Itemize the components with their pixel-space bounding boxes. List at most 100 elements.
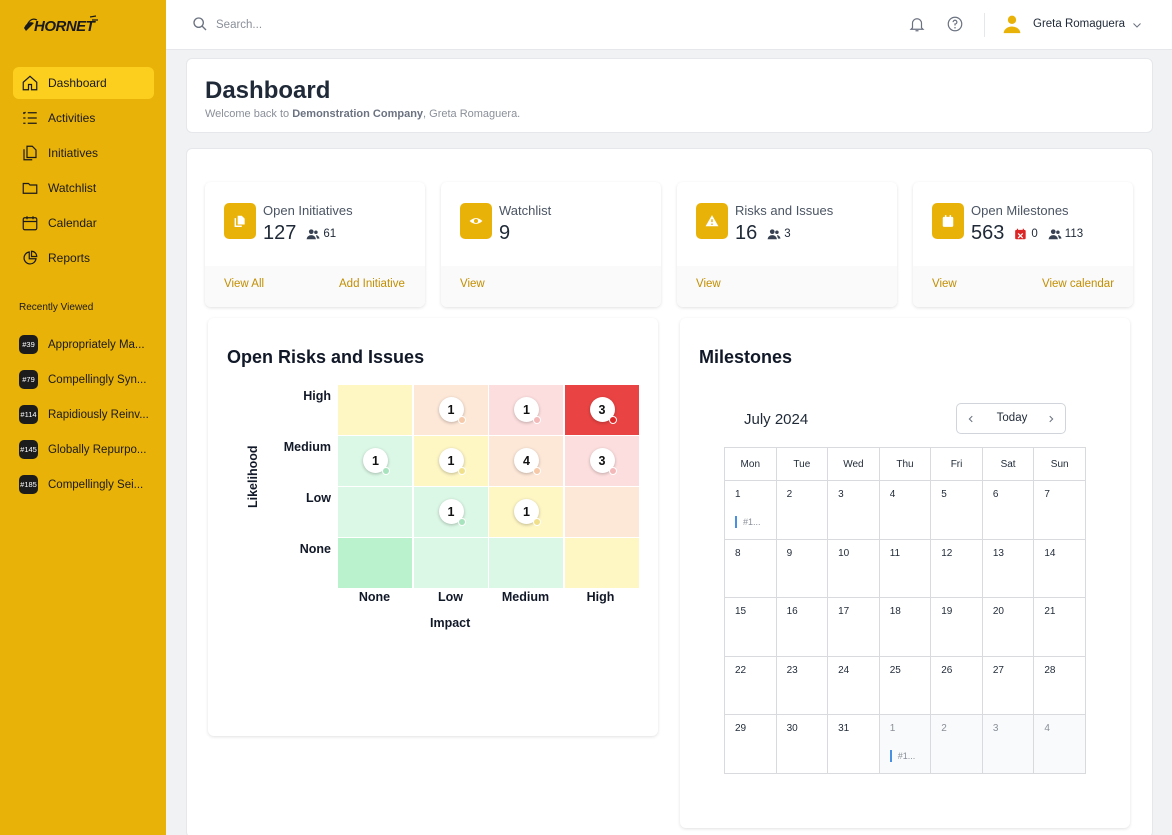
recent-item[interactable]: #39 Appropriately Ma... xyxy=(19,327,159,362)
risk-cell[interactable] xyxy=(338,385,412,435)
calendar-day[interactable]: 16 xyxy=(775,597,829,657)
calendar-day[interactable]: 17 xyxy=(827,597,880,657)
nav-activities[interactable]: Activities xyxy=(13,102,154,134)
recent-item[interactable]: #145 Globally Repurpo... xyxy=(19,432,159,467)
nav-label: Calendar xyxy=(48,216,97,230)
risk-count-bubble[interactable]: 4 xyxy=(514,448,541,475)
calendar-day[interactable]: 19 xyxy=(930,597,983,657)
calendar-day[interactable]: 18 xyxy=(878,597,932,657)
list-icon xyxy=(20,108,40,128)
view-link[interactable]: View xyxy=(460,278,485,290)
calendar-day[interactable]: 14 xyxy=(1033,538,1086,598)
recent-item[interactable]: #185 Compellingly Sei... xyxy=(19,467,159,502)
next-month-button[interactable] xyxy=(1037,404,1065,433)
topbar-divider xyxy=(984,13,985,37)
risk-cell[interactable]: 1 xyxy=(413,487,488,537)
calendar-day[interactable]: 21 xyxy=(1033,597,1086,657)
calendar-day[interactable]: 30 xyxy=(775,714,829,774)
nav-calendar[interactable]: Calendar xyxy=(13,207,154,239)
calendar-day[interactable]: 3 xyxy=(827,480,880,540)
calendar-day[interactable]: 20 xyxy=(981,597,1035,657)
recent-item[interactable]: #79 Compellingly Syn... xyxy=(19,362,159,397)
day-number: 21 xyxy=(1044,606,1056,617)
help-icon[interactable] xyxy=(946,15,964,33)
calendar-day[interactable]: 11 xyxy=(878,538,932,598)
nav-watchlist[interactable]: Watchlist xyxy=(13,172,154,204)
risk-cell[interactable]: 1 xyxy=(413,385,488,435)
risk-cell[interactable] xyxy=(338,487,412,537)
risk-cell[interactable] xyxy=(413,538,488,588)
nav-reports[interactable]: Reports xyxy=(13,242,154,274)
recent-item-label: Compellingly Syn... xyxy=(48,373,147,386)
risk-cell[interactable]: 1 xyxy=(489,487,563,537)
view-link[interactable]: View xyxy=(696,278,721,290)
risk-cell[interactable]: 1 xyxy=(489,385,563,435)
risk-cell[interactable] xyxy=(338,538,412,588)
risk-cell[interactable]: 3 xyxy=(564,436,639,486)
search-input[interactable] xyxy=(216,15,516,35)
risk-count-bubble[interactable]: 3 xyxy=(589,448,617,475)
calendar-day[interactable]: 7 xyxy=(1033,480,1086,540)
risk-count-bubble[interactable]: 1 xyxy=(514,397,541,424)
hornet-logo[interactable]: HORNET xyxy=(22,14,102,38)
calendar-day[interactable]: 1 #1... xyxy=(724,480,777,540)
calendar-day[interactable]: 29 xyxy=(724,714,777,774)
risk-count-bubble[interactable]: 1 xyxy=(438,499,466,526)
day-number: 14 xyxy=(1044,547,1056,559)
bell-icon[interactable] xyxy=(908,15,926,33)
calendar-day[interactable]: 24 xyxy=(827,655,880,715)
calendar-day[interactable]: 25 xyxy=(878,655,932,715)
user-name[interactable]: Greta Romaguera xyxy=(1033,18,1126,30)
day-number: 19 xyxy=(941,606,953,617)
milestone-event[interactable]: #1... xyxy=(735,516,761,528)
calendar-day[interactable]: 2 xyxy=(930,714,983,774)
weekday-header: Sun xyxy=(1033,447,1086,481)
calendar-day[interactable]: 2 xyxy=(775,480,829,540)
nav-dashboard[interactable]: Dashboard xyxy=(13,67,154,99)
calendar-day[interactable]: 27 xyxy=(981,655,1035,715)
calendar-day[interactable]: 1 #1... xyxy=(878,714,932,774)
recent-item[interactable]: #114 Rapidiously Reinv... xyxy=(19,397,159,432)
calendar-day[interactable]: 3 xyxy=(981,714,1035,774)
calendar-day[interactable]: 26 xyxy=(930,655,983,715)
risk-count-bubble[interactable]: 3 xyxy=(589,397,617,424)
calendar-day[interactable]: 9 xyxy=(775,538,829,598)
risk-cell[interactable]: 4 xyxy=(489,436,563,486)
calendar-day[interactable]: 28 xyxy=(1033,655,1086,715)
calendar-day[interactable]: 22 xyxy=(724,655,777,715)
calendar-day[interactable]: 23 xyxy=(775,655,829,715)
calendar-day[interactable]: 5 xyxy=(930,480,983,540)
calendar-day[interactable]: 13 xyxy=(981,538,1035,598)
risk-cell[interactable]: 1 xyxy=(413,436,488,486)
calendar-day[interactable]: 8 xyxy=(724,538,777,598)
calendar-day[interactable]: 4 xyxy=(1033,714,1086,774)
risk-count-bubble[interactable]: 1 xyxy=(514,499,541,526)
view-link[interactable]: View xyxy=(932,278,957,290)
risk-cell[interactable]: 3 xyxy=(564,385,639,435)
milestone-event[interactable]: #1... xyxy=(889,750,915,762)
calendar-day[interactable]: 15 xyxy=(724,597,777,657)
risk-cell[interactable]: 1 xyxy=(338,436,412,486)
risk-cell[interactable] xyxy=(564,487,639,537)
chevron-down-icon[interactable] xyxy=(1131,19,1143,31)
calendar-day[interactable]: 10 xyxy=(827,538,880,598)
calendar-week: 22 23 24 25 26 27 28 xyxy=(724,655,1086,715)
nav-initiatives[interactable]: Initiatives xyxy=(13,137,154,169)
risk-cell[interactable] xyxy=(489,538,563,588)
calendar-day[interactable]: 6 xyxy=(981,480,1035,540)
calendar-day[interactable]: 4 xyxy=(878,480,932,540)
today-button[interactable]: Today xyxy=(996,412,1028,424)
risk-count-bubble[interactable]: 1 xyxy=(438,397,466,424)
risk-count-bubble[interactable]: 1 xyxy=(438,448,466,475)
risk-matrix-card: Open Risks and Issues High Medium Low No… xyxy=(208,318,658,736)
calendar-day[interactable]: 31 xyxy=(827,714,880,774)
risk-count-bubble[interactable]: 1 xyxy=(363,448,390,475)
add-initiative-link[interactable]: Add Initiative xyxy=(339,278,405,290)
calendar-day[interactable]: 12 xyxy=(930,538,983,598)
view-all-link[interactable]: View All xyxy=(224,278,265,290)
view-calendar-link[interactable]: View calendar xyxy=(1042,278,1115,290)
risk-cell[interactable] xyxy=(564,538,639,588)
prev-month-button[interactable] xyxy=(957,404,985,433)
user-avatar-icon[interactable] xyxy=(1002,14,1022,34)
day-number: 30 xyxy=(786,723,798,734)
